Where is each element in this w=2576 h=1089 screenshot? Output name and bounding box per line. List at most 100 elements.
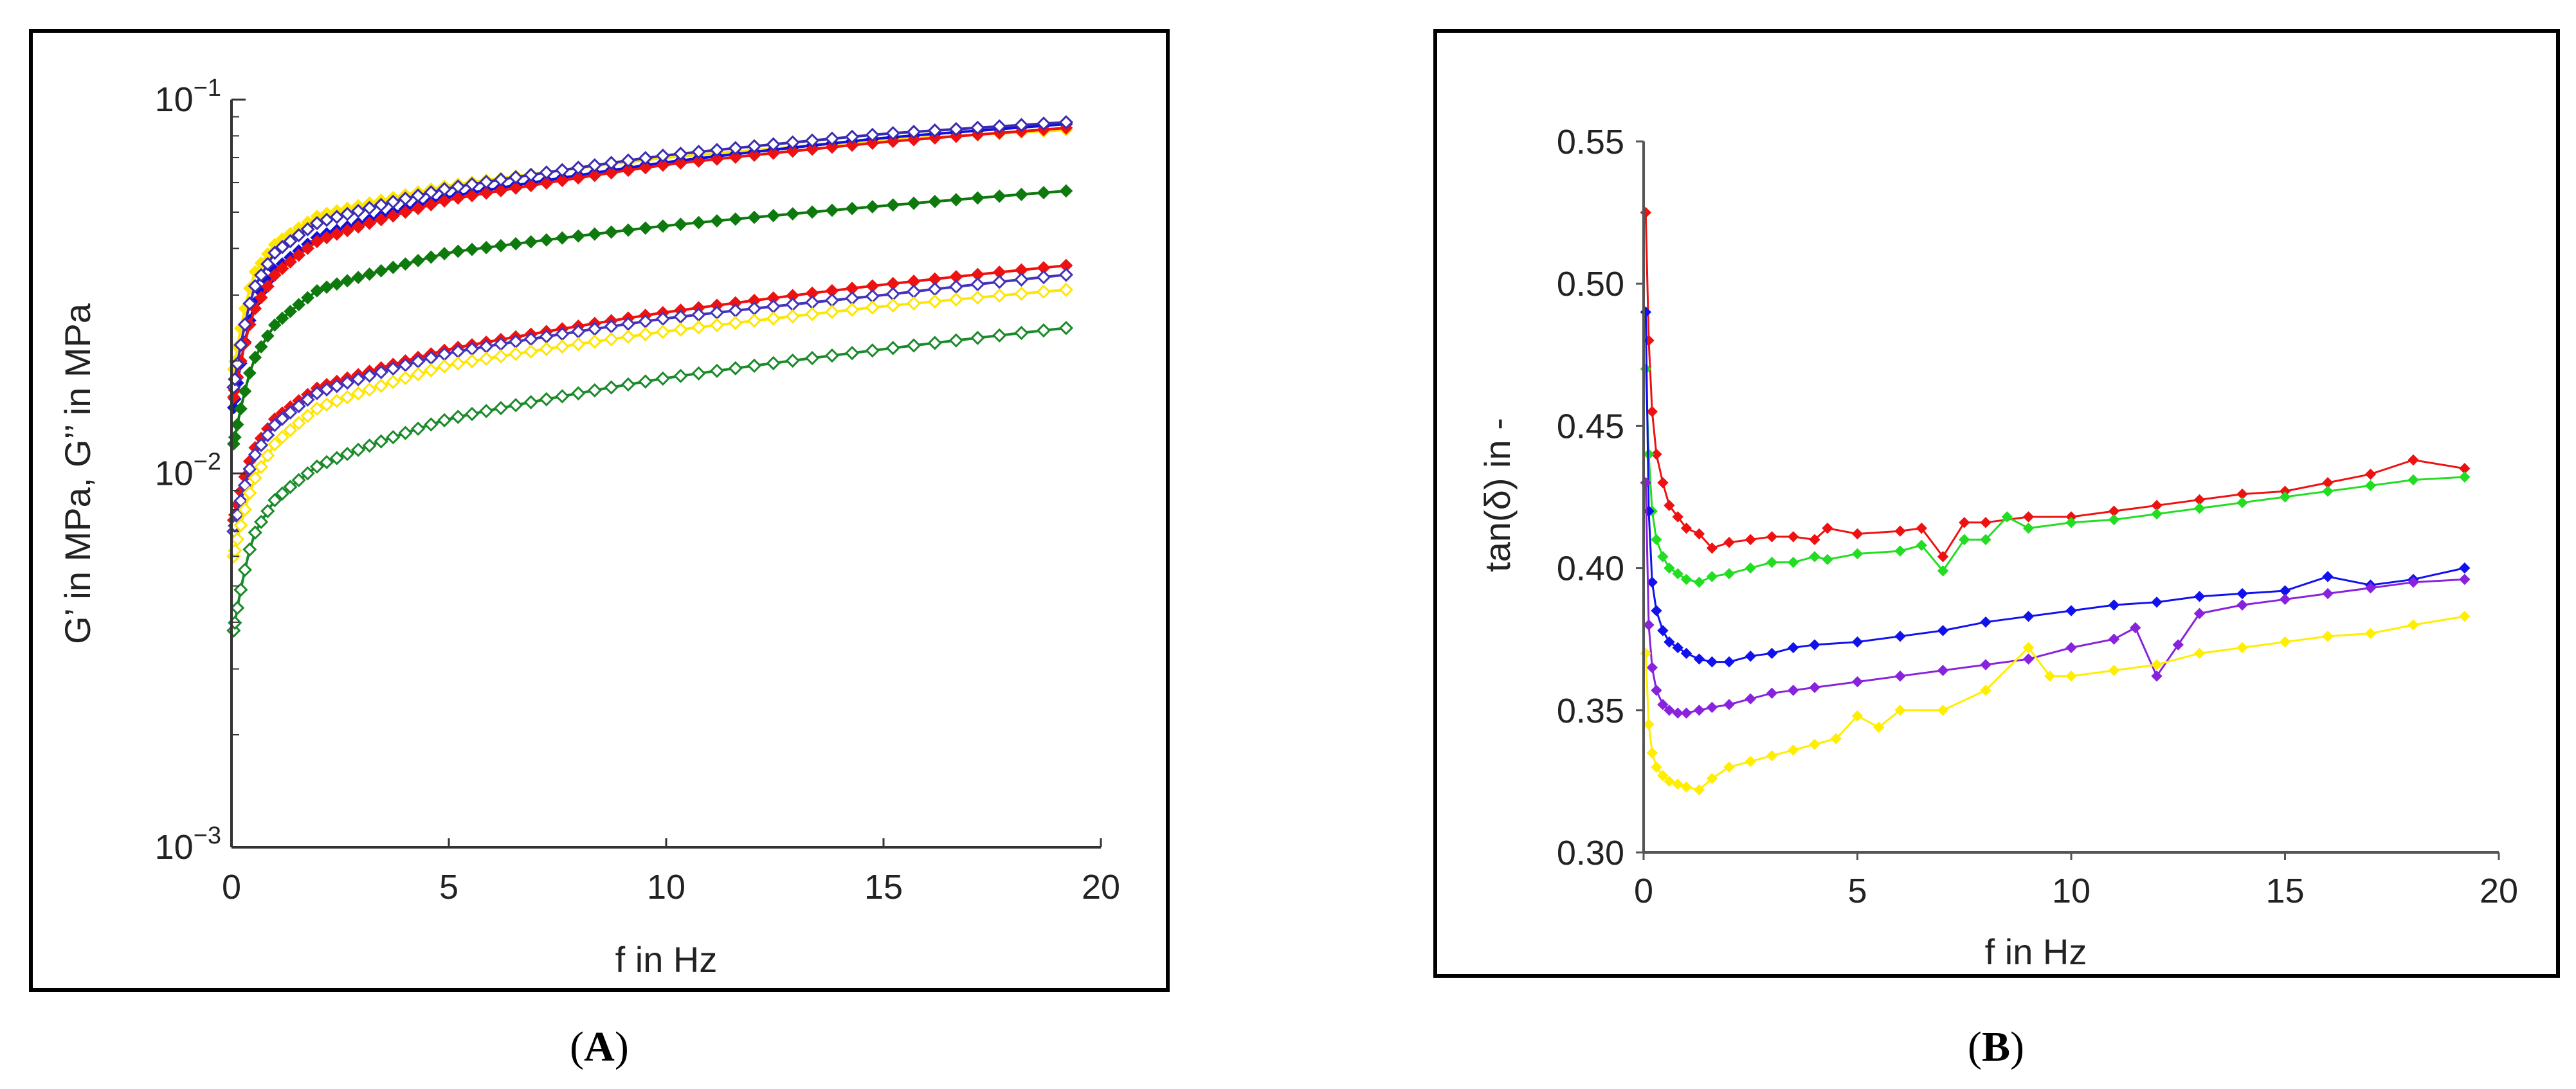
panel-a-data-point [301,241,314,255]
panel-b-x-axis-title: f in Hz [1985,932,2087,972]
panel-b-data-point [1672,707,1683,719]
panel-a-data-point [248,525,262,540]
panel-a-data-point [363,267,377,281]
panel-a-data-point [824,348,840,363]
panel-a-data-point [284,305,297,318]
panel-b-caption: (B) [1968,1023,2024,1070]
panel-a-data-point [825,203,839,217]
panel-b-data-point [2236,497,2248,509]
panel-a-data-point [639,221,653,235]
panel-b-data-point [1851,710,1864,722]
panel-b-data-point [1664,775,1675,788]
panel-b-data-point [1657,551,1669,562]
panel-a-data-point [691,366,706,381]
panel-a-data-point [493,349,509,364]
panel-a-data-point [1036,270,1051,285]
panel-a-data-point [340,206,355,222]
panel-b-data-point [1706,656,1718,668]
panel-a-data-point [766,311,781,326]
panel-a-data-point [464,177,480,192]
panel-a-data-point [260,280,275,293]
panel-a-data-point [509,237,523,251]
panel-a-data-point [411,201,425,215]
panel-b-data-point [1980,659,1991,670]
panel-a-data-point [539,341,554,357]
panel-a-data-point [268,246,282,260]
panel-a-data-point [948,122,964,137]
panel-a-data-point [437,359,452,374]
panel-a-data-point [411,366,426,382]
panel-a-data-point [866,200,880,214]
panel-a-series [226,184,1073,451]
panel-a-data-point [539,392,554,407]
panel-a-data-point [886,198,900,212]
panel-b-frame [1433,29,2560,978]
panel-a-data-point [655,325,671,339]
panel-b-data-point [1980,685,1991,696]
panel-a-data-point [555,174,569,188]
panel-a-data-point [230,418,244,431]
panel-b-x-tick-label: 0 [1634,872,1653,910]
panel-a-data-point [291,228,306,243]
panel-a-data-point [1036,323,1051,338]
panel-a-data-point [386,194,401,210]
panel-a-data-point [424,417,439,432]
panel-a-data-point [747,313,762,328]
panel-a-data-point [230,532,245,547]
panel-b-data-point [2193,608,2206,620]
panel-a-data-point [268,492,282,508]
panel-a-data-point [300,222,315,237]
panel-b-data-point [2193,591,2206,602]
panel-a-data-point [301,291,314,305]
panel-a-data-point [479,240,493,255]
panel-a-data-point [291,415,306,431]
panel-a-data-point [275,262,289,276]
panel-b-chart: 0 5 10 15 20 0.30 0.35 0.40 0.45 0.50 0.55 f in Hz… [1433,29,2560,978]
panel-b-data-point [1651,761,1662,773]
panel-b-data-point [1788,744,1799,756]
panel-b-data-point [1651,605,1662,616]
panel-a-data-point [398,426,413,440]
panel-a-data-point [1014,286,1029,301]
panel-a-data-point [309,386,325,401]
panel-a-data-point [291,399,306,413]
panel-a-data-point [805,142,819,156]
panel-a-data-point [1058,321,1074,336]
panel-a-data-point [970,330,985,345]
panel-b-data-point [1723,699,1735,710]
panel-b-series [1640,477,2471,719]
panel-a-data-point [604,166,619,180]
panel-a-data-point [1037,186,1051,200]
panel-a-data-point [260,448,275,463]
panel-a-data-point [729,150,743,164]
panel-a-data-point [292,298,306,312]
panel-b-data-point [1809,639,1820,651]
panel-b-data-point [2044,670,2056,682]
panel-a-data-point [524,179,538,193]
panel-a-data-point [845,129,860,144]
panel-a-data-point [709,318,725,332]
panel-a-data-point [374,264,388,278]
panel-a-data-point [992,119,1007,134]
panel-b-data-point [1657,770,1669,782]
panel-b-y-tick-label: 0.30 [1557,834,1624,872]
panel-b-data-point [1723,761,1735,773]
panel-a-data-point [1058,267,1074,282]
panel-a-data-point [845,346,860,361]
panel-b-data-point [1894,525,1906,537]
panel-a-data-point [451,410,466,424]
panel-a-x-tick-label: 5 [439,868,458,906]
panel-b-y-axis-title: tan(δ) in - [1477,418,1518,572]
panel-a-data-point [464,406,480,422]
panel-a-data-point [571,386,586,401]
panel-b-data-point [1809,551,1820,562]
panel-b-data-point [2322,588,2334,600]
panel-a-data-point [638,374,653,389]
panel-b-data-point [1809,739,1820,750]
panel-b-data-point [2408,454,2419,466]
panel-a-data-point [747,148,761,162]
panel-a-data-point [374,378,388,393]
panel-a-data-point [437,194,451,208]
panel-b-data-point [2236,599,2248,611]
panel-a-data-point [805,205,819,219]
